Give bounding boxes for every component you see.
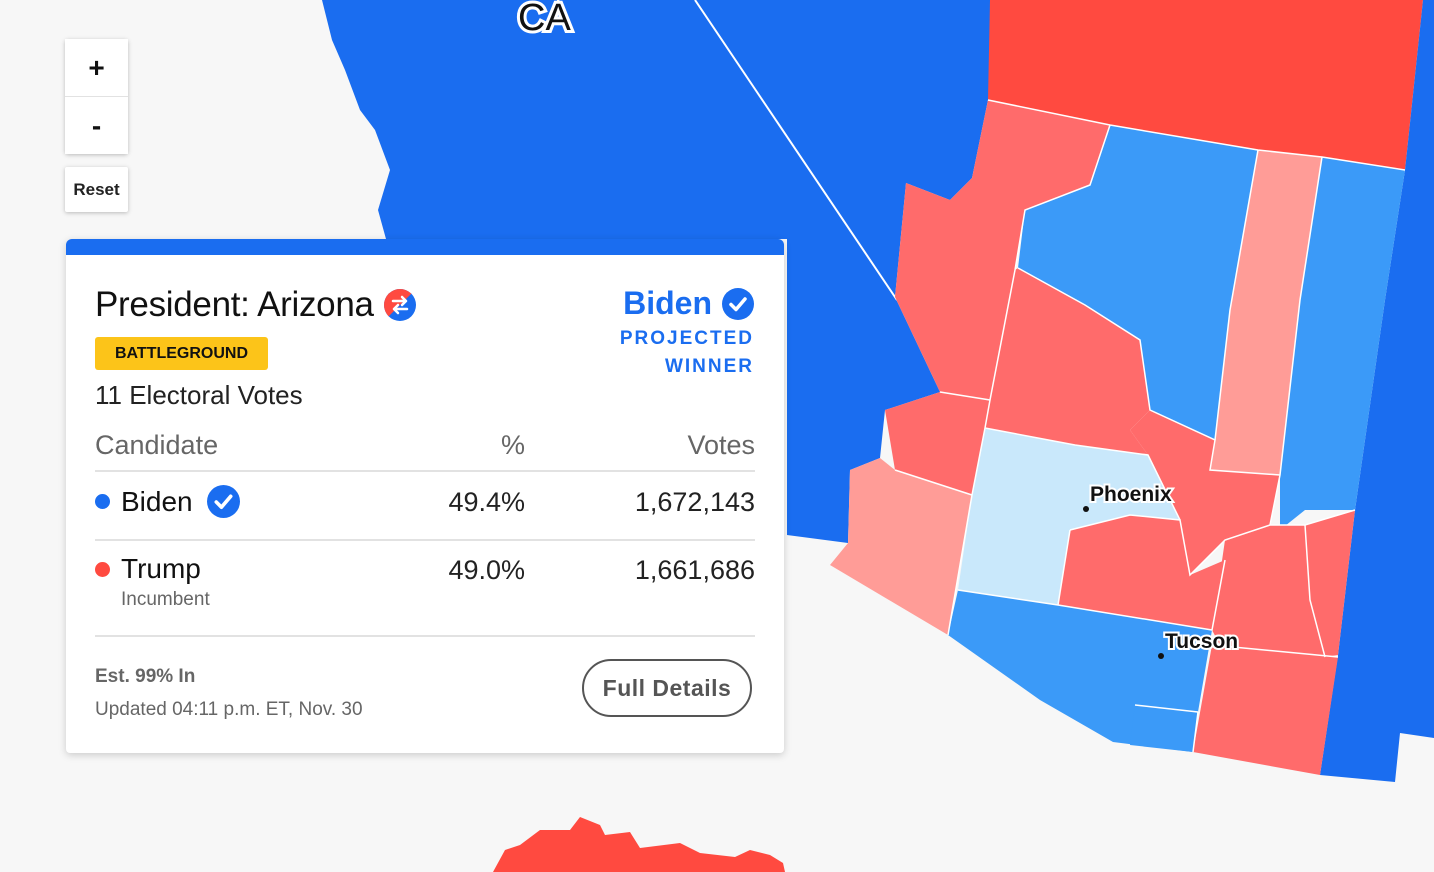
flip-arrows-icon <box>383 289 416 321</box>
table-row: Trump Incumbent 49.0% 1,661,686 <box>95 553 755 637</box>
santa-cruz-county[interactable] <box>1130 705 1198 752</box>
race-title-text: President: Arizona <box>95 285 374 324</box>
zoom-in-button[interactable]: + <box>65 39 128 96</box>
colorado-state[interactable] <box>1320 0 1434 782</box>
winner-name: Biden <box>623 285 712 321</box>
vote-pct: 49.4% <box>448 487 525 517</box>
greenlee-county[interactable] <box>1305 510 1355 657</box>
phoenix-dot <box>1083 506 1089 512</box>
reset-button[interactable]: Reset <box>65 167 128 212</box>
party-dot <box>95 494 110 509</box>
mohave-county[interactable] <box>895 100 1110 400</box>
utah-state[interactable] <box>988 0 1423 170</box>
candidate-cell: Trump <box>95 553 201 585</box>
yavapai-county[interactable] <box>985 268 1150 455</box>
projected-label: PROJECTED <box>619 328 754 349</box>
graham-county[interactable] <box>1212 525 1325 657</box>
city-label-tucson: Tucson <box>1165 630 1238 653</box>
winner-check-icon <box>206 485 240 518</box>
state-label-ca: CA <box>518 0 571 39</box>
yuma-county[interactable] <box>830 458 972 635</box>
la-paz-county[interactable] <box>885 392 990 495</box>
results-table-header: Candidate % Votes <box>95 430 755 472</box>
california-state[interactable] <box>322 0 1005 543</box>
candidate-name: Biden <box>121 485 193 517</box>
projected-winner: Biden PROJECTED WINNER <box>620 285 754 378</box>
header-candidate: Candidate <box>95 430 219 460</box>
full-details-button[interactable]: Full Details <box>582 659 752 717</box>
zoom-out-button[interactable]: - <box>65 96 128 154</box>
vote-count: 1,672,143 <box>634 487 755 517</box>
bottom-state-shape[interactable] <box>493 817 785 872</box>
candidate-cell: Biden <box>95 485 240 518</box>
winner-name-row: Biden <box>620 285 754 322</box>
apache-county[interactable] <box>1280 157 1405 530</box>
header-pct: % <box>500 430 525 460</box>
incumbent-label: Incumbent <box>121 589 210 610</box>
vote-pct: 49.0% <box>448 555 525 585</box>
race-title: President: Arizona <box>95 285 416 325</box>
tucson-dot <box>1158 653 1164 659</box>
battleground-badge: BATTLEGROUND <box>95 337 269 370</box>
state-border-line <box>694 0 898 301</box>
electoral-votes: 11 Electoral Votes <box>95 380 303 410</box>
winner-label: WINNER <box>664 356 754 377</box>
party-dot <box>95 561 110 577</box>
table-row: Biden 49.4% 1,672,143 <box>95 485 755 541</box>
coconino-county[interactable] <box>1018 125 1258 440</box>
cochise-county[interactable] <box>1193 645 1338 775</box>
vote-count: 1,661,686 <box>634 555 755 585</box>
city-label-phoenix: Phoenix <box>1090 483 1172 506</box>
pinal-county[interactable] <box>1058 515 1225 630</box>
race-results-card: President: Arizona BATTLEGROUND 11 Elect… <box>66 239 784 753</box>
header-votes: Votes <box>687 430 755 460</box>
candidate-name: Trump <box>121 553 201 584</box>
navajo-county[interactable] <box>1210 150 1322 475</box>
winner-check-icon <box>722 287 754 320</box>
zoom-controls: + - <box>65 39 128 154</box>
updated-timestamp: Updated 04:11 p.m. ET, Nov. 30 <box>95 699 363 720</box>
maricopa-county[interactable] <box>958 428 1180 605</box>
county-borders <box>894 99 1406 753</box>
reporting-status: Est. 99% In <box>95 666 196 687</box>
